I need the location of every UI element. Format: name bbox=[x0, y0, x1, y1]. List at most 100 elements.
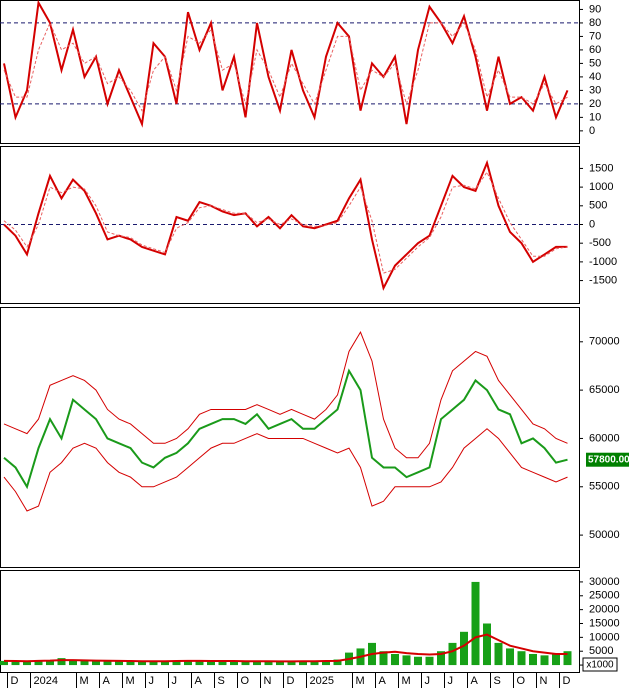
y-tick-label: 15000 bbox=[589, 617, 620, 629]
volume-bar bbox=[517, 651, 526, 666]
x-tick-label: O bbox=[517, 675, 526, 687]
y-tick-label: 50000 bbox=[589, 529, 620, 541]
y-tick-label: 0 bbox=[589, 218, 595, 230]
series-line bbox=[3, 428, 568, 512]
y-tick-label: 30000 bbox=[589, 576, 620, 588]
last-price-box bbox=[586, 452, 629, 467]
volume-bar bbox=[425, 656, 434, 666]
volume-bar bbox=[34, 660, 43, 666]
x-tick-label: S bbox=[218, 675, 225, 687]
y-tick-label: -1000 bbox=[589, 256, 617, 268]
volume-bar bbox=[322, 660, 330, 666]
panel-frame bbox=[0, 0, 580, 144]
unit-box bbox=[582, 657, 618, 672]
y-tick-label: 10 bbox=[589, 111, 601, 123]
y-tick-label: 60 bbox=[589, 44, 601, 56]
unit-label: x1000 bbox=[586, 660, 614, 671]
y-tick-label: 5000 bbox=[589, 645, 613, 657]
x-tick-label: J bbox=[425, 675, 431, 687]
volume-bar bbox=[126, 661, 135, 666]
y-tick-label: 55000 bbox=[589, 481, 620, 493]
y-tick-label: 20 bbox=[589, 98, 601, 110]
y-tick-label: 25000 bbox=[589, 590, 620, 602]
volume-bar bbox=[333, 659, 342, 666]
volume-bar bbox=[310, 661, 319, 666]
y-tick-label: 20000 bbox=[589, 604, 620, 616]
volume-bar bbox=[161, 661, 169, 666]
volume-bar bbox=[506, 648, 514, 666]
series-line bbox=[3, 633, 568, 663]
volume-bar bbox=[402, 655, 411, 666]
x-tick-label: M bbox=[356, 675, 365, 687]
volume-bar bbox=[46, 660, 54, 666]
volume-bar bbox=[230, 661, 238, 666]
x-tick-label: M bbox=[126, 675, 135, 687]
x-tick-label: 2024 bbox=[34, 675, 58, 687]
volume-bar bbox=[448, 642, 457, 666]
x-tick-label: A bbox=[379, 675, 387, 687]
volume-bar bbox=[103, 660, 112, 666]
volume-bar bbox=[379, 651, 388, 666]
x-tick-label: 2025 bbox=[310, 675, 334, 687]
series-line bbox=[3, 331, 568, 459]
volume-bar bbox=[184, 660, 192, 666]
x-tick-label: D bbox=[11, 675, 19, 687]
x-tick-label: M bbox=[402, 675, 411, 687]
volume-bar bbox=[69, 660, 77, 666]
series-line bbox=[3, 171, 568, 274]
y-tick-label: 500 bbox=[589, 200, 607, 212]
volume-bar bbox=[195, 661, 204, 666]
volume-bar bbox=[264, 661, 273, 666]
series-line bbox=[3, 368, 568, 490]
volume-bar bbox=[23, 661, 31, 666]
volume-bar bbox=[253, 660, 261, 666]
volume-bar bbox=[540, 655, 549, 666]
volume-bar bbox=[138, 660, 146, 666]
volume-bar bbox=[460, 631, 468, 666]
volume-bar bbox=[563, 651, 572, 666]
volume-bar bbox=[287, 661, 296, 666]
last-price-label: 57800.00 bbox=[588, 454, 629, 465]
x-tick-label: D bbox=[287, 675, 295, 687]
volume-bar bbox=[207, 661, 215, 666]
volume-bar bbox=[57, 658, 66, 666]
y-tick-label: 80 bbox=[589, 17, 601, 29]
x-tick-label: J bbox=[149, 675, 155, 687]
x-tick-label: O bbox=[241, 675, 250, 687]
y-tick-label: 65000 bbox=[589, 384, 620, 396]
volume-bar bbox=[172, 660, 181, 666]
y-tick-label: 10000 bbox=[589, 631, 620, 643]
volume-bar bbox=[241, 661, 250, 666]
volume-bar bbox=[80, 660, 89, 666]
volume-bar bbox=[149, 661, 158, 666]
volume-bar bbox=[414, 656, 422, 666]
y-tick-label: 40 bbox=[589, 71, 601, 83]
y-tick-label: -1500 bbox=[589, 274, 617, 286]
panel-frame bbox=[0, 570, 580, 673]
x-tick-label: A bbox=[471, 675, 479, 687]
volume-bar bbox=[529, 653, 537, 666]
volume-bar bbox=[11, 661, 20, 666]
y-tick-label: 90 bbox=[589, 3, 601, 15]
x-tick-label: A bbox=[195, 675, 203, 687]
y-tick-label: 50 bbox=[589, 57, 601, 69]
series-line bbox=[3, 0, 569, 128]
volume-bar bbox=[276, 661, 284, 666]
x-tick-label: S bbox=[494, 675, 501, 687]
volume-bar bbox=[483, 623, 491, 666]
volume-bar bbox=[218, 660, 227, 666]
volume-bar bbox=[552, 653, 560, 666]
y-tick-label: 70 bbox=[589, 30, 601, 42]
y-tick-label: 30 bbox=[589, 84, 601, 96]
volume-bar bbox=[0, 660, 8, 666]
series-line bbox=[3, 21, 568, 112]
volume-bar bbox=[471, 581, 480, 666]
y-tick-label: 60000 bbox=[589, 432, 620, 444]
series-line bbox=[3, 159, 568, 291]
volume-bar bbox=[299, 660, 307, 666]
x-tick-label: N bbox=[540, 675, 548, 687]
x-tick-label: D bbox=[563, 675, 571, 687]
y-tick-label: 0 bbox=[589, 125, 595, 137]
x-tick-label: J bbox=[172, 675, 178, 687]
